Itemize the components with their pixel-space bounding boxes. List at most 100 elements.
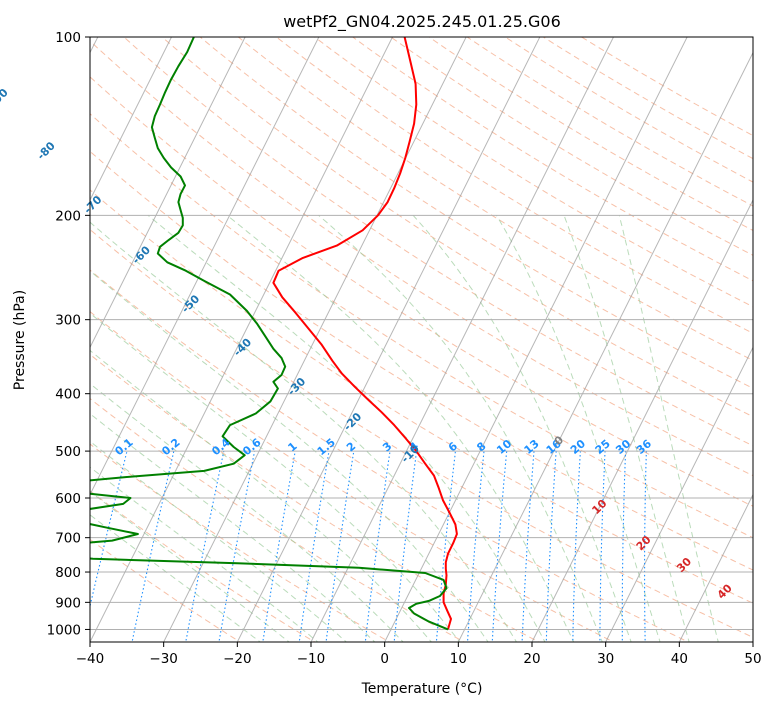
x-tick-label: −40 [76, 651, 105, 667]
mixing-ratio-label: 0.2 [159, 436, 182, 458]
mixing-ratio-label: 1 [285, 440, 299, 455]
moist-adiabat [412, 214, 632, 642]
y-tick-label: 600 [55, 491, 81, 507]
isotherm-label: -80 [35, 139, 58, 162]
moist-adiabat [147, 214, 546, 642]
chart-title: wetPf2_GN04.2025.245.01.25.G06 [283, 12, 561, 32]
skewed-isotherm [531, 198, 753, 642]
profiles [90, 37, 458, 631]
dry-adiabat [90, 443, 391, 642]
x-tick-label: 0 [380, 651, 389, 667]
moist-adiabat [90, 270, 489, 642]
skewed-isotherm [678, 493, 753, 642]
isotherm-label: -30 [285, 375, 308, 398]
mixing-ratio-line [572, 451, 581, 642]
y-tick-label: 300 [55, 313, 81, 329]
y-tick-label: 400 [55, 387, 81, 403]
moist-adiabat [90, 312, 461, 642]
mixing-ratio-label: 1.5 [315, 436, 338, 458]
moist-adiabat-label: 40 [715, 581, 735, 601]
isotherm-label: -20 [341, 410, 364, 433]
x-tick-label: −30 [149, 651, 178, 667]
skewed-isotherm [310, 37, 615, 642]
dry-adiabat [237, 37, 753, 361]
mixing-ratio-line [185, 450, 225, 642]
skewed-isotherm [384, 37, 688, 642]
y-tick-label: 900 [55, 595, 81, 611]
x-tick-label: 30 [597, 651, 614, 667]
dry-adiabat [123, 37, 753, 447]
y-tick-label: 500 [55, 444, 81, 460]
skewed-isotherm [90, 37, 320, 496]
dry-adiabat [580, 37, 753, 137]
mixing-ratio-label: 3 [380, 440, 394, 455]
moist-adiabat [495, 215, 661, 642]
mixing-ratio-line [90, 450, 128, 609]
mixing-ratio-label: 6 [446, 439, 460, 454]
mixing-ratio-label: 13 [522, 437, 542, 457]
mixing-ratio-line [466, 451, 485, 642]
y-tick-label: 200 [55, 208, 81, 224]
isotherm-label: -60 [130, 243, 153, 266]
mixing-ratio-line [545, 451, 557, 642]
dry-adiabat [466, 37, 753, 207]
mixing-ratio-line [325, 451, 355, 642]
y-tick-label: 700 [55, 531, 81, 547]
dry-adiabat [351, 37, 753, 282]
mixing-ratio-label: 20 [568, 437, 588, 457]
moist-adiabat [90, 490, 290, 642]
isotherm-label: -90 [0, 86, 11, 109]
dry-adiabat [90, 353, 540, 642]
x-tick-label: 50 [744, 651, 761, 667]
moist-adiabat [90, 221, 517, 642]
x-axis-label: Temperature (°C) [361, 681, 483, 697]
skewed-isotherm [90, 37, 394, 642]
dry-adiabat [90, 490, 316, 642]
x-tick-label: −10 [297, 651, 326, 667]
x-tick-label: 20 [523, 651, 540, 667]
y-tick-label: 100 [55, 30, 81, 46]
y-tick-label: 800 [55, 565, 81, 581]
mixing-ratio-label: 10 [494, 437, 514, 457]
moist-adiabat [90, 413, 376, 642]
x-tick-label: 40 [671, 651, 688, 667]
mixing-ratio-label: 8 [474, 440, 488, 455]
dry-adiabat [90, 40, 753, 477]
mixing-ratio-line [621, 451, 627, 642]
dry-adiabat [90, 397, 466, 642]
moist-adiabat [90, 349, 433, 642]
mixing-ratio-line [262, 450, 296, 642]
x-tick-label: 10 [450, 651, 467, 667]
y-tick-label: 1000 [47, 622, 81, 638]
dry-adiabat [90, 76, 753, 507]
mixing-ratio-line [393, 451, 418, 642]
dry-adiabat [90, 228, 753, 638]
skewed-isotherm [90, 37, 246, 349]
y-axis-label: Pressure (hPa) [12, 290, 28, 390]
isotherm-label: -40 [231, 336, 254, 359]
moist-adiabat-label: 20 [634, 533, 654, 553]
background-lines [90, 37, 753, 642]
moist-adiabat [90, 440, 348, 642]
skewed-isotherm [605, 346, 753, 642]
skewed-isotherm [752, 640, 753, 642]
skewed-isotherm [457, 51, 753, 642]
skewed-isotherm [163, 37, 467, 642]
moist-adiabat [226, 214, 575, 642]
skewed-isotherm [236, 37, 541, 642]
dry-adiabat [161, 37, 753, 418]
skewed-isotherm [90, 37, 173, 202]
dry-adiabat [90, 113, 753, 539]
isotherm-label: -70 [81, 193, 104, 216]
moist-adiabat [318, 214, 603, 642]
temperature-profile [272, 37, 458, 630]
dry-adiabat [313, 37, 753, 308]
x-tick-label: −20 [223, 651, 252, 667]
mixing-ratio-label: 0.4 [209, 436, 233, 459]
dry-adiabat [90, 538, 241, 642]
mixing-ratio-line [599, 451, 606, 642]
dry-adiabat [90, 150, 753, 571]
mixing-ratio-label: 0.1 [112, 436, 135, 458]
dry-adiabat [90, 269, 690, 642]
